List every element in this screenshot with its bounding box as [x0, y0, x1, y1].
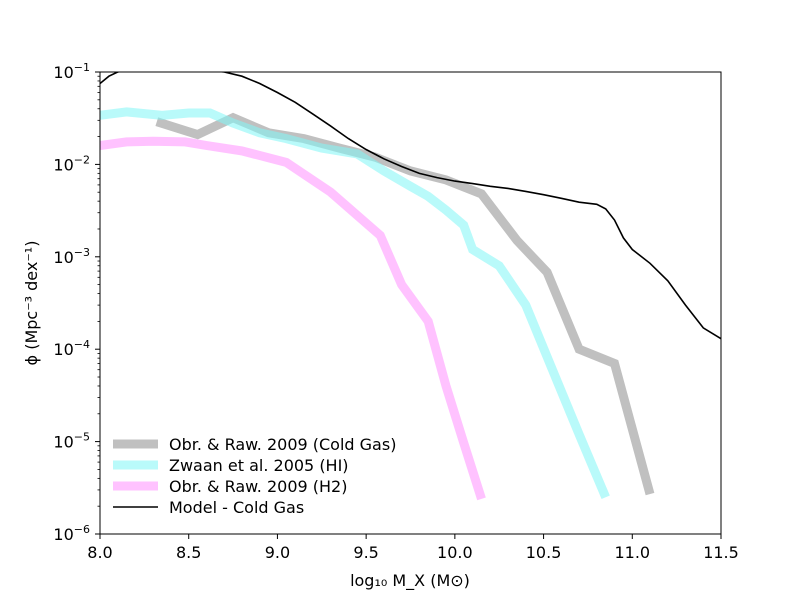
y-tick-label: 10−5 — [53, 431, 90, 452]
x-tick-label: 9.5 — [353, 543, 378, 562]
x-tick-label: 8.5 — [176, 543, 201, 562]
x-tick-label: 11.0 — [614, 543, 650, 562]
series-line-2 — [100, 107, 610, 499]
x-tick-label: 11.5 — [703, 543, 739, 562]
legend-label-3: Obr. & Raw. 2009 (H2) — [169, 477, 347, 496]
x-tick-label: 9.0 — [265, 543, 290, 562]
y-tick-label: 10−4 — [53, 338, 90, 359]
x-tick-label: 10.5 — [526, 543, 562, 562]
y-axis-label: ϕ (Mpc⁻³ dex⁻¹) — [22, 241, 41, 366]
legend: Obr. & Raw. 2009 (Cold Gas) Zwaan et al. … — [113, 435, 396, 517]
y-tick-label: 10−2 — [53, 153, 90, 174]
x-tick-label: 10.0 — [437, 543, 473, 562]
series-line-4 — [100, 72, 721, 340]
y-tick-label: 10−6 — [53, 523, 90, 544]
series-line-3 — [100, 136, 486, 501]
x-axis: 8.0 8.5 9.0 9.5 10.0 10.5 11.0 11.5 — [87, 534, 739, 562]
legend-label-4: Model - Cold Gas — [169, 498, 304, 517]
x-tick-label: 8.0 — [87, 543, 112, 562]
legend-label-1: Obr. & Raw. 2009 (Cold Gas) — [169, 435, 396, 454]
legend-label-2: Zwaan et al. 2005 (HI) — [169, 456, 349, 475]
y-axis: 10−6 10−5 10−4 10−3 10−2 10−1 — [53, 61, 100, 544]
y-tick-label: 10−1 — [53, 61, 90, 82]
y-tick-label: 10−3 — [53, 246, 90, 267]
plot-frame — [99, 71, 722, 535]
x-axis-label: log₁₀ M_X (M⊙) — [350, 571, 470, 591]
series-layer — [100, 72, 721, 501]
